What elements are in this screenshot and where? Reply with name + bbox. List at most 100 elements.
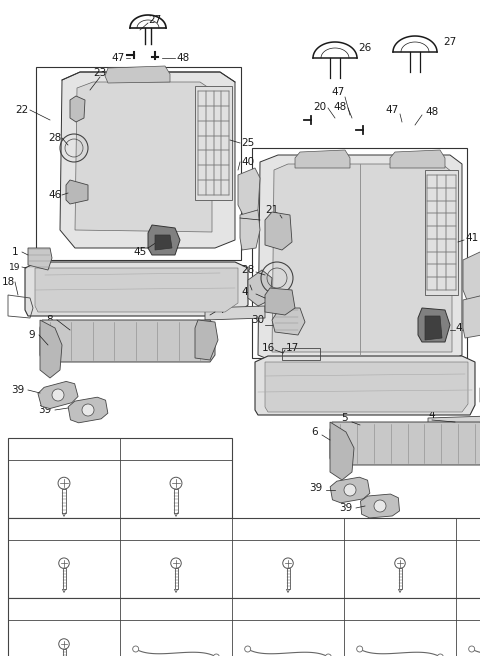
Text: 48: 48 (334, 102, 347, 112)
Circle shape (468, 646, 475, 652)
Text: 16: 16 (262, 343, 275, 353)
Text: 27: 27 (444, 37, 456, 47)
Text: 44: 44 (241, 287, 254, 297)
Text: 1: 1 (12, 247, 18, 257)
Polygon shape (360, 494, 399, 518)
Bar (175, 569, 178, 590)
Text: 7: 7 (219, 305, 225, 315)
Circle shape (437, 654, 444, 656)
Text: 48: 48 (176, 53, 190, 63)
Text: 20: 20 (313, 102, 326, 112)
Text: 11: 11 (169, 524, 182, 534)
Bar (425, 170, 458, 295)
Polygon shape (66, 180, 88, 204)
Text: 34: 34 (394, 604, 407, 614)
Polygon shape (330, 477, 370, 502)
Bar (287, 569, 289, 590)
Text: 47: 47 (331, 87, 345, 97)
Polygon shape (265, 288, 295, 315)
Circle shape (213, 654, 219, 656)
Circle shape (52, 389, 64, 401)
Circle shape (59, 558, 69, 569)
Circle shape (374, 500, 386, 512)
Polygon shape (272, 308, 305, 335)
Circle shape (82, 404, 94, 416)
Circle shape (344, 484, 356, 496)
Text: 18: 18 (1, 277, 14, 287)
Text: 32: 32 (281, 604, 295, 614)
Polygon shape (70, 96, 85, 122)
Circle shape (59, 639, 69, 649)
Bar (398, 569, 401, 590)
Text: 3: 3 (173, 444, 180, 454)
Polygon shape (40, 320, 62, 378)
Polygon shape (148, 225, 180, 255)
Text: 5: 5 (342, 413, 348, 423)
Circle shape (325, 654, 331, 656)
Text: 21: 21 (265, 205, 278, 215)
Circle shape (132, 646, 139, 652)
Text: 28: 28 (48, 133, 61, 143)
Polygon shape (35, 268, 238, 312)
Text: 13: 13 (394, 524, 407, 534)
Text: 9: 9 (29, 330, 36, 340)
Text: 22: 22 (15, 105, 29, 115)
Text: 30: 30 (252, 315, 264, 325)
Text: 25: 25 (241, 138, 254, 148)
Bar (8, 438, 232, 518)
Text: 2: 2 (60, 444, 67, 454)
Bar (62, 649, 65, 656)
Polygon shape (258, 155, 462, 362)
Text: 41: 41 (466, 233, 479, 243)
Text: 47: 47 (111, 53, 125, 63)
Bar (62, 569, 65, 590)
Polygon shape (330, 422, 354, 480)
Text: 12: 12 (281, 524, 295, 534)
Bar (62, 489, 66, 513)
Polygon shape (205, 306, 265, 320)
Text: 10: 10 (58, 524, 71, 534)
Polygon shape (390, 150, 445, 168)
Text: 17: 17 (286, 343, 299, 353)
Polygon shape (463, 295, 480, 338)
Text: 48: 48 (425, 107, 439, 117)
Polygon shape (195, 320, 218, 360)
Bar (174, 489, 178, 513)
Text: 39: 39 (339, 503, 353, 513)
Polygon shape (272, 164, 452, 352)
Text: 43: 43 (456, 323, 468, 333)
Text: 40: 40 (241, 157, 254, 167)
Bar (8, 598, 480, 656)
Text: 8: 8 (47, 315, 53, 325)
Text: 4: 4 (429, 410, 435, 420)
Polygon shape (330, 422, 480, 465)
Text: 45: 45 (133, 247, 146, 257)
Bar (195, 86, 232, 200)
Text: 39: 39 (310, 483, 323, 493)
Polygon shape (255, 356, 475, 415)
Text: 39: 39 (12, 385, 24, 395)
Text: 47: 47 (385, 105, 398, 115)
Text: 6: 6 (312, 427, 318, 437)
Circle shape (245, 646, 251, 652)
Text: 19: 19 (9, 262, 21, 272)
Polygon shape (60, 72, 235, 248)
Polygon shape (418, 308, 450, 342)
Text: 29: 29 (241, 215, 254, 225)
Bar (8, 518, 480, 598)
Polygon shape (75, 82, 212, 232)
Polygon shape (38, 381, 78, 409)
Text: 28: 28 (241, 265, 254, 275)
Polygon shape (240, 210, 260, 250)
Text: 31: 31 (169, 604, 182, 614)
Polygon shape (155, 235, 172, 250)
Polygon shape (28, 248, 52, 270)
Text: 1: 1 (255, 285, 261, 295)
Circle shape (171, 558, 181, 569)
Circle shape (283, 558, 293, 569)
Polygon shape (238, 168, 260, 215)
Text: 15: 15 (58, 604, 71, 614)
Polygon shape (40, 320, 215, 362)
Polygon shape (428, 416, 480, 428)
Polygon shape (248, 270, 272, 306)
